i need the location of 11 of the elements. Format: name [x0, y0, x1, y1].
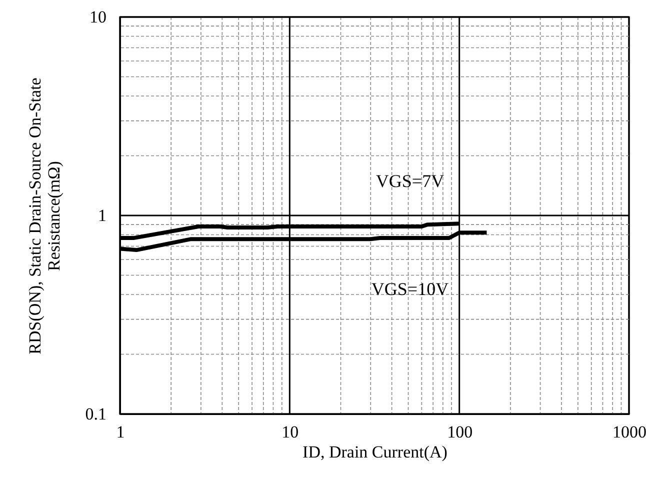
y-axis-title: RDS(ON), Static Drain-Source On-State Resistance(mΩ)	[25, 78, 64, 354]
y-tick-label: 0.1	[85, 404, 106, 424]
x-tick-label: 10	[282, 422, 299, 442]
y-tick-label: 10	[90, 8, 106, 26]
x-tick-label: 100	[447, 422, 473, 442]
x-tick-label: 1	[116, 422, 125, 442]
annotation: VGS=7V	[376, 171, 444, 191]
x-axis-title: ID, Drain Current(A)	[302, 442, 448, 462]
annotation: VGS=10V	[371, 279, 449, 299]
x-tick-label: 1000	[612, 422, 646, 442]
y-tick-label: 1	[98, 206, 106, 225]
